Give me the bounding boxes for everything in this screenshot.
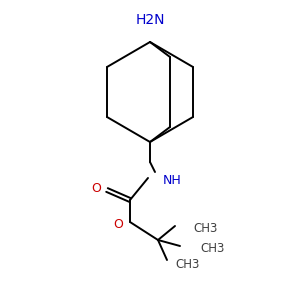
Text: H2N: H2N (135, 13, 165, 27)
Text: O: O (91, 182, 101, 194)
Text: CH3: CH3 (175, 259, 200, 272)
Text: NH: NH (163, 173, 182, 187)
Text: CH3: CH3 (193, 221, 218, 235)
Text: CH3: CH3 (200, 242, 224, 254)
Text: O: O (113, 218, 123, 232)
